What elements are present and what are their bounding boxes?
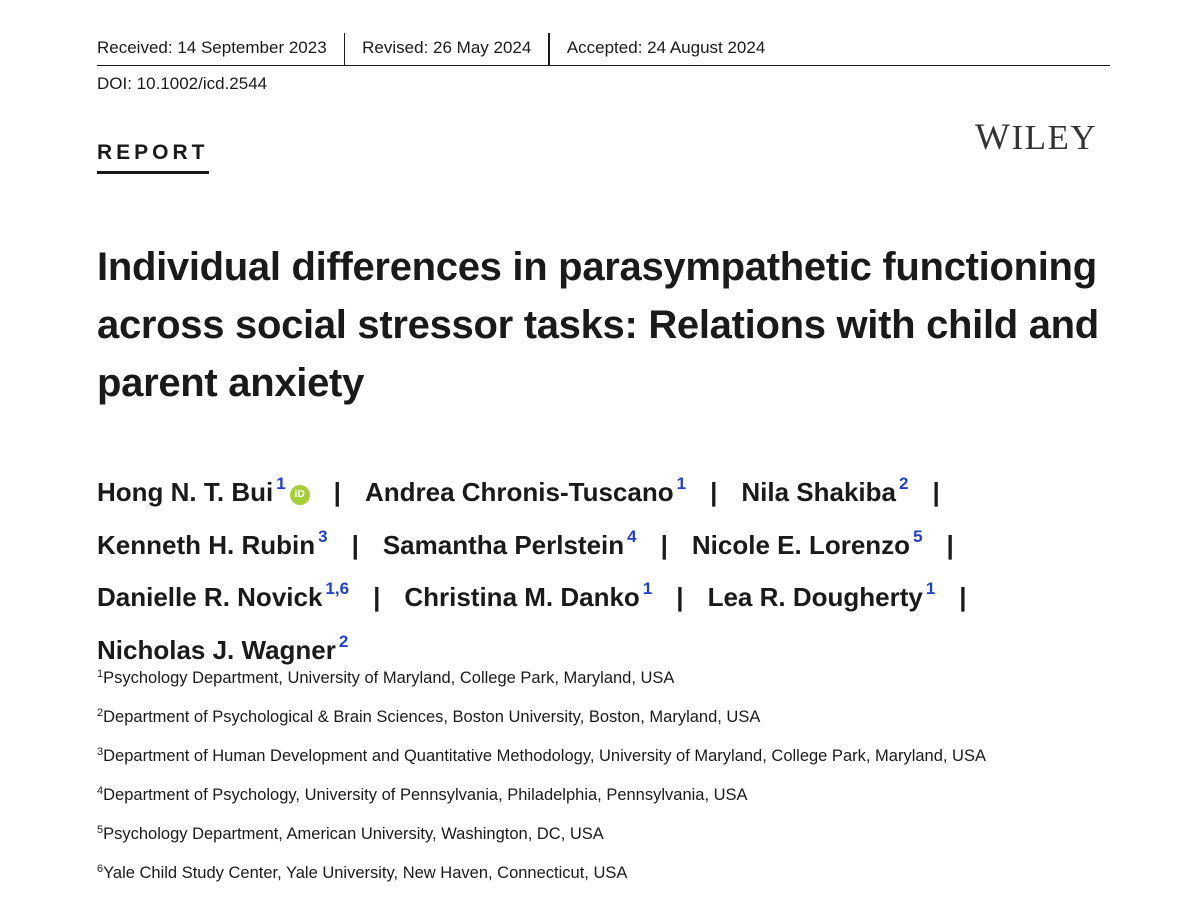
author-name: Samantha Perlstein: [382, 529, 625, 560]
author-separator: |: [660, 529, 668, 560]
affiliation-number: 6: [97, 863, 104, 875]
affiliation: 1Psychology Department, University of Ma…: [97, 657, 1117, 696]
publisher-logo: WILEY: [975, 117, 1098, 158]
author-list: Hong N. T. Bui 1iD | Andrea Chronis-Tuscano…: [97, 462, 1127, 672]
author-separator: |: [710, 477, 718, 507]
affiliation-number: 4: [97, 785, 104, 797]
author-separator: |: [373, 582, 381, 612]
article-title: Individual differences in parasympatheti…: [97, 245, 1099, 405]
author-separator: |: [333, 477, 341, 507]
author-line: Kenneth H. Rubin 3 | Samantha Perlstein 4 | Ni…: [97, 515, 1127, 568]
author[interactable]: Nila Shakiba 2: [741, 474, 909, 507]
affiliation-text: Department of Psychology, University of …: [103, 786, 748, 804]
author-separator: |: [959, 582, 967, 612]
author-name: Danielle R. Novick: [97, 582, 323, 612]
affiliation-ref[interactable]: 1: [676, 474, 687, 493]
author[interactable]: Christina M. Danko 1: [404, 579, 653, 612]
section-label: REPORT: [97, 141, 209, 174]
received-date: Received: 14 September 2023: [97, 38, 327, 57]
date-divider: [343, 33, 346, 65]
author-name: Andrea Chronis-Tuscano: [364, 477, 674, 507]
affiliation-ref[interactable]: 2: [338, 631, 349, 651]
author[interactable]: Andrea Chronis-Tuscano 1: [364, 474, 687, 507]
author-name: Christina M. Danko: [404, 582, 640, 612]
author-name: Nila Shakiba: [741, 477, 896, 507]
affiliation-ref[interactable]: 1: [276, 474, 286, 493]
affiliation-text: Psychology Department, University of Mar…: [103, 669, 675, 687]
publication-dates: Received: 14 September 2023 Revised: 26 …: [97, 33, 1110, 66]
author[interactable]: Nicole E. Lorenzo 5: [691, 526, 923, 560]
affiliation-ref[interactable]: 1,6: [325, 579, 350, 598]
affiliation: 4Department of Psychology, University of…: [97, 774, 1117, 813]
affiliation-text: Yale Child Study Center, Yale University…: [103, 864, 628, 882]
affiliation-number: 3: [97, 746, 104, 758]
affiliation: 2Department of Psychological & Brain Sci…: [97, 696, 1117, 735]
author[interactable]: Nicholas J. Wagner 2: [97, 631, 349, 665]
date-divider: [548, 33, 550, 65]
author[interactable]: Lea R. Dougherty 1: [707, 579, 936, 612]
affiliation-ref[interactable]: 4: [627, 526, 637, 546]
accepted-date: Accepted: 24 August 2024: [566, 38, 766, 57]
author-line: Danielle R. Novick 1,6 | Christina M. Danko…: [97, 567, 1127, 620]
affiliation: 3Department of Human Development and Qua…: [97, 735, 1117, 774]
affiliation-ref[interactable]: 3: [318, 526, 328, 546]
author-name: Lea R. Dougherty: [707, 582, 923, 612]
author[interactable]: Kenneth H. Rubin 3: [97, 526, 328, 560]
author-separator: |: [351, 529, 359, 560]
affiliation-ref[interactable]: 2: [899, 474, 909, 493]
affiliation: 6Yale Child Study Center, Yale Universit…: [97, 852, 1117, 891]
affiliation-ref[interactable]: 1: [925, 579, 936, 598]
affiliation-text: Department of Human Development and Quan…: [103, 747, 986, 765]
affiliation-list: 1Psychology Department, University of Ma…: [97, 657, 1117, 891]
author-name: Kenneth H. Rubin: [97, 529, 316, 560]
author-separator: |: [676, 582, 684, 612]
affiliation-ref[interactable]: 5: [913, 526, 923, 546]
revised-date: Revised: 26 May 2024: [362, 38, 532, 57]
author[interactable]: Danielle R. Novick 1,6: [97, 579, 350, 612]
author-line: Hong N. T. Bui 1iD | Andrea Chronis-Tuscano…: [97, 462, 1127, 515]
doi-link[interactable]: DOI: 10.1002/icd.2544: [97, 74, 268, 93]
orcid-icon[interactable]: iD: [289, 485, 310, 505]
author-name: Nicole E. Lorenzo: [691, 529, 911, 560]
author[interactable]: Hong N. T. Bui 1iD: [97, 474, 310, 507]
affiliation-ref[interactable]: 1: [642, 579, 653, 598]
affiliation-number: 1: [97, 668, 104, 680]
affiliation: 5Psychology Department, American Univers…: [97, 813, 1117, 852]
affiliation-number: 2: [97, 707, 104, 719]
author-separator: |: [946, 529, 954, 560]
author-name: Hong N. T. Bui: [97, 477, 274, 507]
affiliation-number: 5: [97, 824, 104, 836]
author-line: Nicholas J. Wagner 2: [97, 620, 1127, 673]
affiliation-text: Psychology Department, American Universi…: [103, 825, 604, 843]
author[interactable]: Samantha Perlstein 4: [382, 526, 637, 560]
author-separator: |: [932, 477, 940, 507]
affiliation-text: Department of Psychological & Brain Scie…: [103, 708, 761, 726]
author-name: Nicholas J. Wagner: [97, 634, 336, 665]
